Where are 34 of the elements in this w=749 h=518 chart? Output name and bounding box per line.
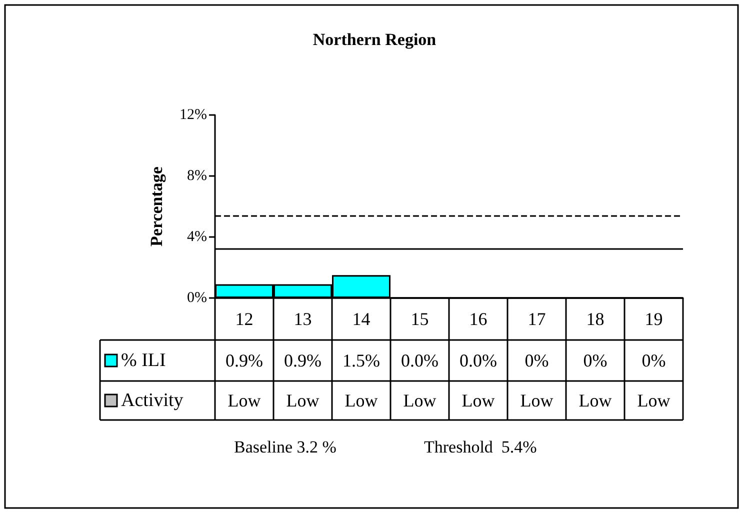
- x-tick-label: 13: [294, 309, 312, 329]
- data-label: 0%: [583, 350, 608, 370]
- text: Low: [228, 390, 261, 410]
- y-tick-label: 12%: [180, 107, 207, 123]
- y-tick-label: 0%: [187, 290, 207, 306]
- text: Low: [520, 390, 554, 410]
- data-label: 0%: [642, 350, 666, 370]
- y-axis-title: Percentage: [147, 166, 166, 246]
- data-label: 0.9%: [284, 350, 322, 370]
- x-tick-label: 16: [469, 309, 488, 329]
- data-label: 0%: [524, 350, 549, 370]
- legend-label: % ILI: [121, 350, 166, 371]
- text: Low: [462, 390, 495, 410]
- chart-title: Northern Region: [312, 30, 437, 49]
- x-tick-label: 19: [644, 309, 663, 329]
- data-label: 0.0%: [401, 350, 438, 370]
- x-tick-label: 12: [235, 309, 254, 329]
- text: Low: [286, 390, 320, 410]
- x-tick-label: 14: [352, 309, 370, 329]
- text: Baseline 3.2 %: [234, 438, 336, 456]
- text: Low: [403, 390, 436, 410]
- text: Low: [578, 390, 612, 410]
- y-tick-label: 8%: [187, 168, 207, 184]
- text: Threshold 5.4%: [424, 438, 537, 456]
- y-tick-label: 4%: [187, 229, 207, 245]
- x-tick-label: 17: [528, 309, 546, 329]
- data-label: 0.9%: [226, 350, 263, 370]
- data-label: 0.0%: [460, 350, 497, 370]
- x-tick-label: 15: [410, 309, 429, 329]
- text: Low: [344, 390, 378, 410]
- legend-label: Activity: [121, 390, 184, 411]
- data-label: 1.5%: [342, 350, 380, 370]
- x-tick-label: 18: [586, 309, 604, 329]
- text: Low: [637, 390, 670, 410]
